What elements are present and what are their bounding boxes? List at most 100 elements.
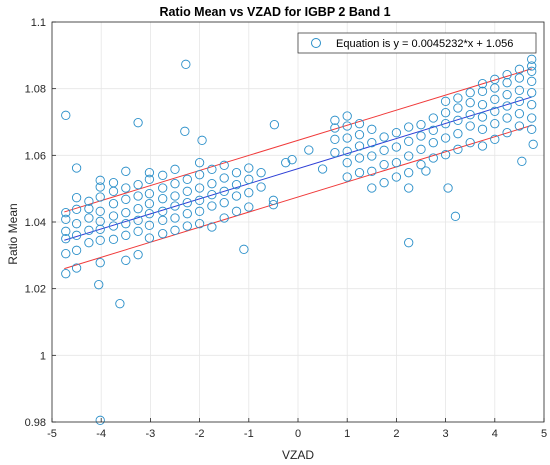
x-axis-ticks: -5 -4 -3 -2 -1 0 1 2 3 4 5 xyxy=(47,418,547,440)
data-point xyxy=(121,183,131,193)
data-point xyxy=(490,119,500,129)
data-point xyxy=(421,166,431,176)
data-point xyxy=(465,110,475,120)
data-point xyxy=(428,138,438,148)
data-point xyxy=(108,221,119,231)
data-point xyxy=(194,219,205,229)
x-tick-label: 5 xyxy=(541,428,547,440)
data-point xyxy=(416,144,426,154)
data-point xyxy=(219,186,229,196)
data-point xyxy=(514,121,525,131)
data-point xyxy=(61,249,71,259)
data-point xyxy=(527,61,537,71)
data-point xyxy=(354,130,365,140)
data-point xyxy=(477,86,488,96)
data-point xyxy=(194,183,205,193)
data-point xyxy=(95,175,105,185)
data-point xyxy=(61,234,71,244)
data-point xyxy=(304,145,314,155)
data-point xyxy=(416,131,426,141)
data-point xyxy=(158,229,168,239)
data-point xyxy=(115,299,125,309)
data-point xyxy=(268,195,279,205)
data-point xyxy=(170,191,180,201)
data-point xyxy=(133,191,143,201)
data-point xyxy=(465,98,475,108)
data-point xyxy=(244,163,254,173)
data-point xyxy=(502,70,512,80)
data-point xyxy=(490,106,500,116)
data-point xyxy=(71,219,82,229)
data-point xyxy=(367,166,377,176)
data-point xyxy=(256,168,266,178)
data-point xyxy=(367,151,377,161)
data-point xyxy=(121,208,131,218)
data-point xyxy=(61,214,71,224)
data-point xyxy=(477,124,488,134)
data-point xyxy=(287,155,297,165)
y-tick-label: 0.98 xyxy=(25,417,46,429)
data-point xyxy=(95,182,105,192)
data-point xyxy=(514,85,525,95)
data-point xyxy=(477,112,488,122)
x-tick-label: -5 xyxy=(47,428,57,440)
data-point xyxy=(354,168,365,178)
data-point xyxy=(133,180,143,190)
data-point xyxy=(453,93,463,103)
data-point xyxy=(527,113,537,123)
chart-title: Ratio Mean vs VZAD for IGBP 2 Band 1 xyxy=(159,5,390,19)
legend-entry: Equation is y = 0.0045232*x + 1.056 xyxy=(336,38,513,50)
y-tick-label: 1.08 xyxy=(25,84,46,96)
data-point xyxy=(219,173,229,183)
data-point xyxy=(367,183,377,193)
data-point xyxy=(465,88,475,98)
data-point xyxy=(342,121,352,131)
data-point xyxy=(342,158,352,168)
x-tick-label: -3 xyxy=(146,428,156,440)
data-point xyxy=(317,164,328,174)
data-point xyxy=(404,136,414,146)
data-point xyxy=(121,255,131,265)
data-point xyxy=(158,215,168,225)
upper-bound-line xyxy=(64,68,532,213)
data-point xyxy=(465,121,475,131)
data-point xyxy=(391,172,402,182)
data-point xyxy=(95,258,105,268)
data-point xyxy=(354,141,365,151)
data-point xyxy=(61,269,71,279)
data-point xyxy=(108,234,119,244)
data-point xyxy=(354,119,365,129)
data-point xyxy=(514,109,525,119)
data-point xyxy=(84,213,94,223)
data-point xyxy=(490,134,500,144)
data-point xyxy=(170,225,180,235)
data-point xyxy=(256,182,266,192)
data-point xyxy=(182,174,192,184)
data-point xyxy=(477,141,488,151)
data-point xyxy=(239,244,249,254)
data-point xyxy=(502,113,512,123)
data-point xyxy=(342,133,352,143)
y-axis-ticks: 0.98 1 1.02 1.04 1.06 1.08 1.1 xyxy=(25,17,56,429)
data-point xyxy=(61,110,71,120)
y-tick-label: 1.04 xyxy=(25,217,46,229)
data-point xyxy=(170,164,180,174)
data-point xyxy=(404,168,414,178)
data-point xyxy=(194,195,205,205)
data-point xyxy=(61,208,71,218)
data-point xyxy=(416,160,426,170)
data-point xyxy=(121,219,131,229)
data-point xyxy=(404,122,414,132)
data-point xyxy=(231,180,242,190)
data-point xyxy=(527,54,537,64)
data-point xyxy=(207,190,217,200)
data-point xyxy=(197,135,207,145)
data-point xyxy=(354,153,365,163)
data-point xyxy=(182,186,192,196)
data-point xyxy=(158,206,168,216)
data-point xyxy=(453,129,463,139)
data-point xyxy=(528,139,538,149)
data-point xyxy=(207,164,217,174)
x-tick-label: 3 xyxy=(443,428,449,440)
data-point xyxy=(71,193,82,203)
